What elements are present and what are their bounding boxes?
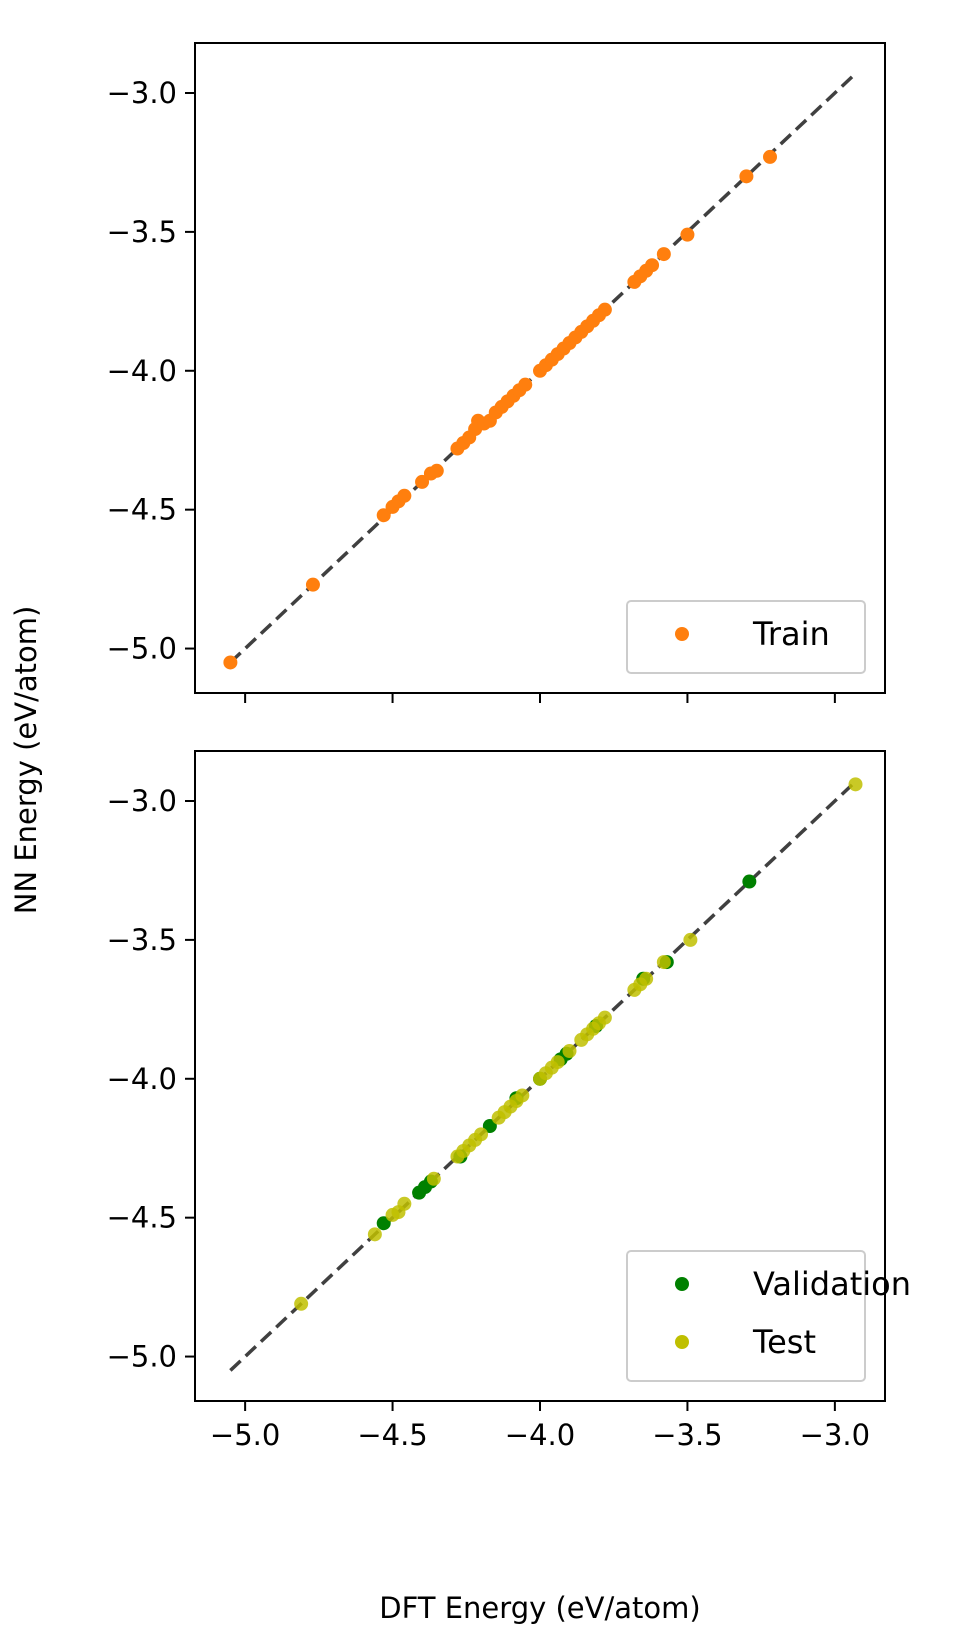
train-point-5	[397, 488, 412, 503]
train-y-tick-label-1: −4.5	[107, 493, 177, 527]
test-point-0	[294, 1296, 309, 1311]
train-point-40	[739, 169, 754, 184]
test-legend-label: Test	[752, 1323, 816, 1361]
validation-test-scatter-panel: −5.0 −4.5 −4.0 −3.5 −3.0 −5.0 −4.5 −4.0 −3.5 −3.…	[107, 750, 911, 1452]
validation-test-x-tick-label-2: −4.0	[505, 1418, 575, 1452]
test-point-15	[515, 1088, 530, 1103]
test-point-10	[474, 1127, 489, 1142]
test-point-25	[597, 1010, 612, 1025]
train-point-21	[518, 377, 533, 392]
validation-test-x-axis-ticks: −5.0 −4.5 −4.0 −3.5 −3.0	[210, 1401, 870, 1452]
validation-test-legend: Validation Test	[626, 1250, 911, 1382]
train-scatter-panel: −5.0 −4.5 −4.0 −3.5 −3.0 Train	[107, 42, 886, 703]
train-legend: Train	[626, 600, 866, 674]
train-y-tick-label-0: −5.0	[107, 632, 177, 666]
train-y-tick-label-3: −3.5	[107, 215, 177, 249]
test-point-5	[426, 1171, 441, 1186]
validation-test-y-tick-label-1: −4.5	[107, 1201, 177, 1235]
validation-test-x-tick-label-3: −3.5	[652, 1418, 722, 1452]
train-points	[223, 149, 777, 670]
test-point-31	[848, 777, 863, 792]
train-legend-box	[626, 600, 866, 674]
validation-test-x-tick-label-4: −3.0	[800, 1418, 870, 1452]
validation-point-13	[742, 874, 757, 889]
test-point-20	[562, 1044, 577, 1058]
train-point-37	[645, 258, 660, 273]
validation-test-y-tick-label-3: −3.5	[107, 923, 177, 957]
train-legend-marker	[675, 627, 689, 641]
validation-point-0	[376, 1216, 391, 1231]
test-point-19	[550, 1055, 565, 1070]
train-y-tick-label-2: −4.0	[107, 354, 177, 388]
validation-test-y-tick-label-4: −3.0	[107, 784, 177, 818]
train-point-33	[597, 302, 612, 317]
validation-test-plot-frame	[194, 750, 886, 1402]
validation-test-x-tick-label-1: −4.5	[357, 1418, 427, 1452]
train-y-tick-label-4: −3.0	[107, 76, 177, 110]
validation-test-y-tick-label-0: −5.0	[107, 1340, 177, 1374]
train-point-0	[223, 655, 238, 670]
train-point-6	[415, 474, 430, 489]
y-axis-label: NN Energy (eV/atom)	[9, 606, 43, 915]
validation-point-5	[482, 1119, 497, 1133]
train-point-38	[656, 247, 671, 262]
validation-legend-marker	[675, 1277, 689, 1291]
train-y-axis-ticks: −5.0 −4.5 −4.0 −3.5 −3.0	[107, 76, 195, 666]
test-point-1	[367, 1227, 382, 1242]
validation-test-points	[294, 777, 863, 1311]
train-point-1	[305, 577, 320, 592]
test-point-30	[683, 932, 698, 947]
test-point-29	[656, 955, 671, 970]
train-x-axis-ticks	[244, 693, 836, 703]
validation-test-y-axis-ticks: −5.0 −4.5 −4.0 −3.5 −3.0	[107, 784, 195, 1374]
train-point-39	[680, 227, 695, 242]
validation-test-x-tick-label-0: −5.0	[210, 1418, 280, 1452]
test-legend-marker	[675, 1335, 689, 1349]
train-plot-frame	[194, 42, 886, 694]
train-point-2	[376, 508, 391, 523]
x-axis-label: DFT Energy (eV/atom)	[379, 1591, 700, 1625]
train-point-41	[763, 149, 777, 164]
train-legend-label: Train	[752, 615, 830, 653]
validation-test-y-tick-label-2: −4.0	[107, 1062, 177, 1096]
train-point-8	[429, 463, 444, 478]
test-point-28	[639, 971, 654, 986]
test-point-4	[397, 1196, 412, 1211]
validation-legend-label: Validation	[753, 1265, 911, 1303]
